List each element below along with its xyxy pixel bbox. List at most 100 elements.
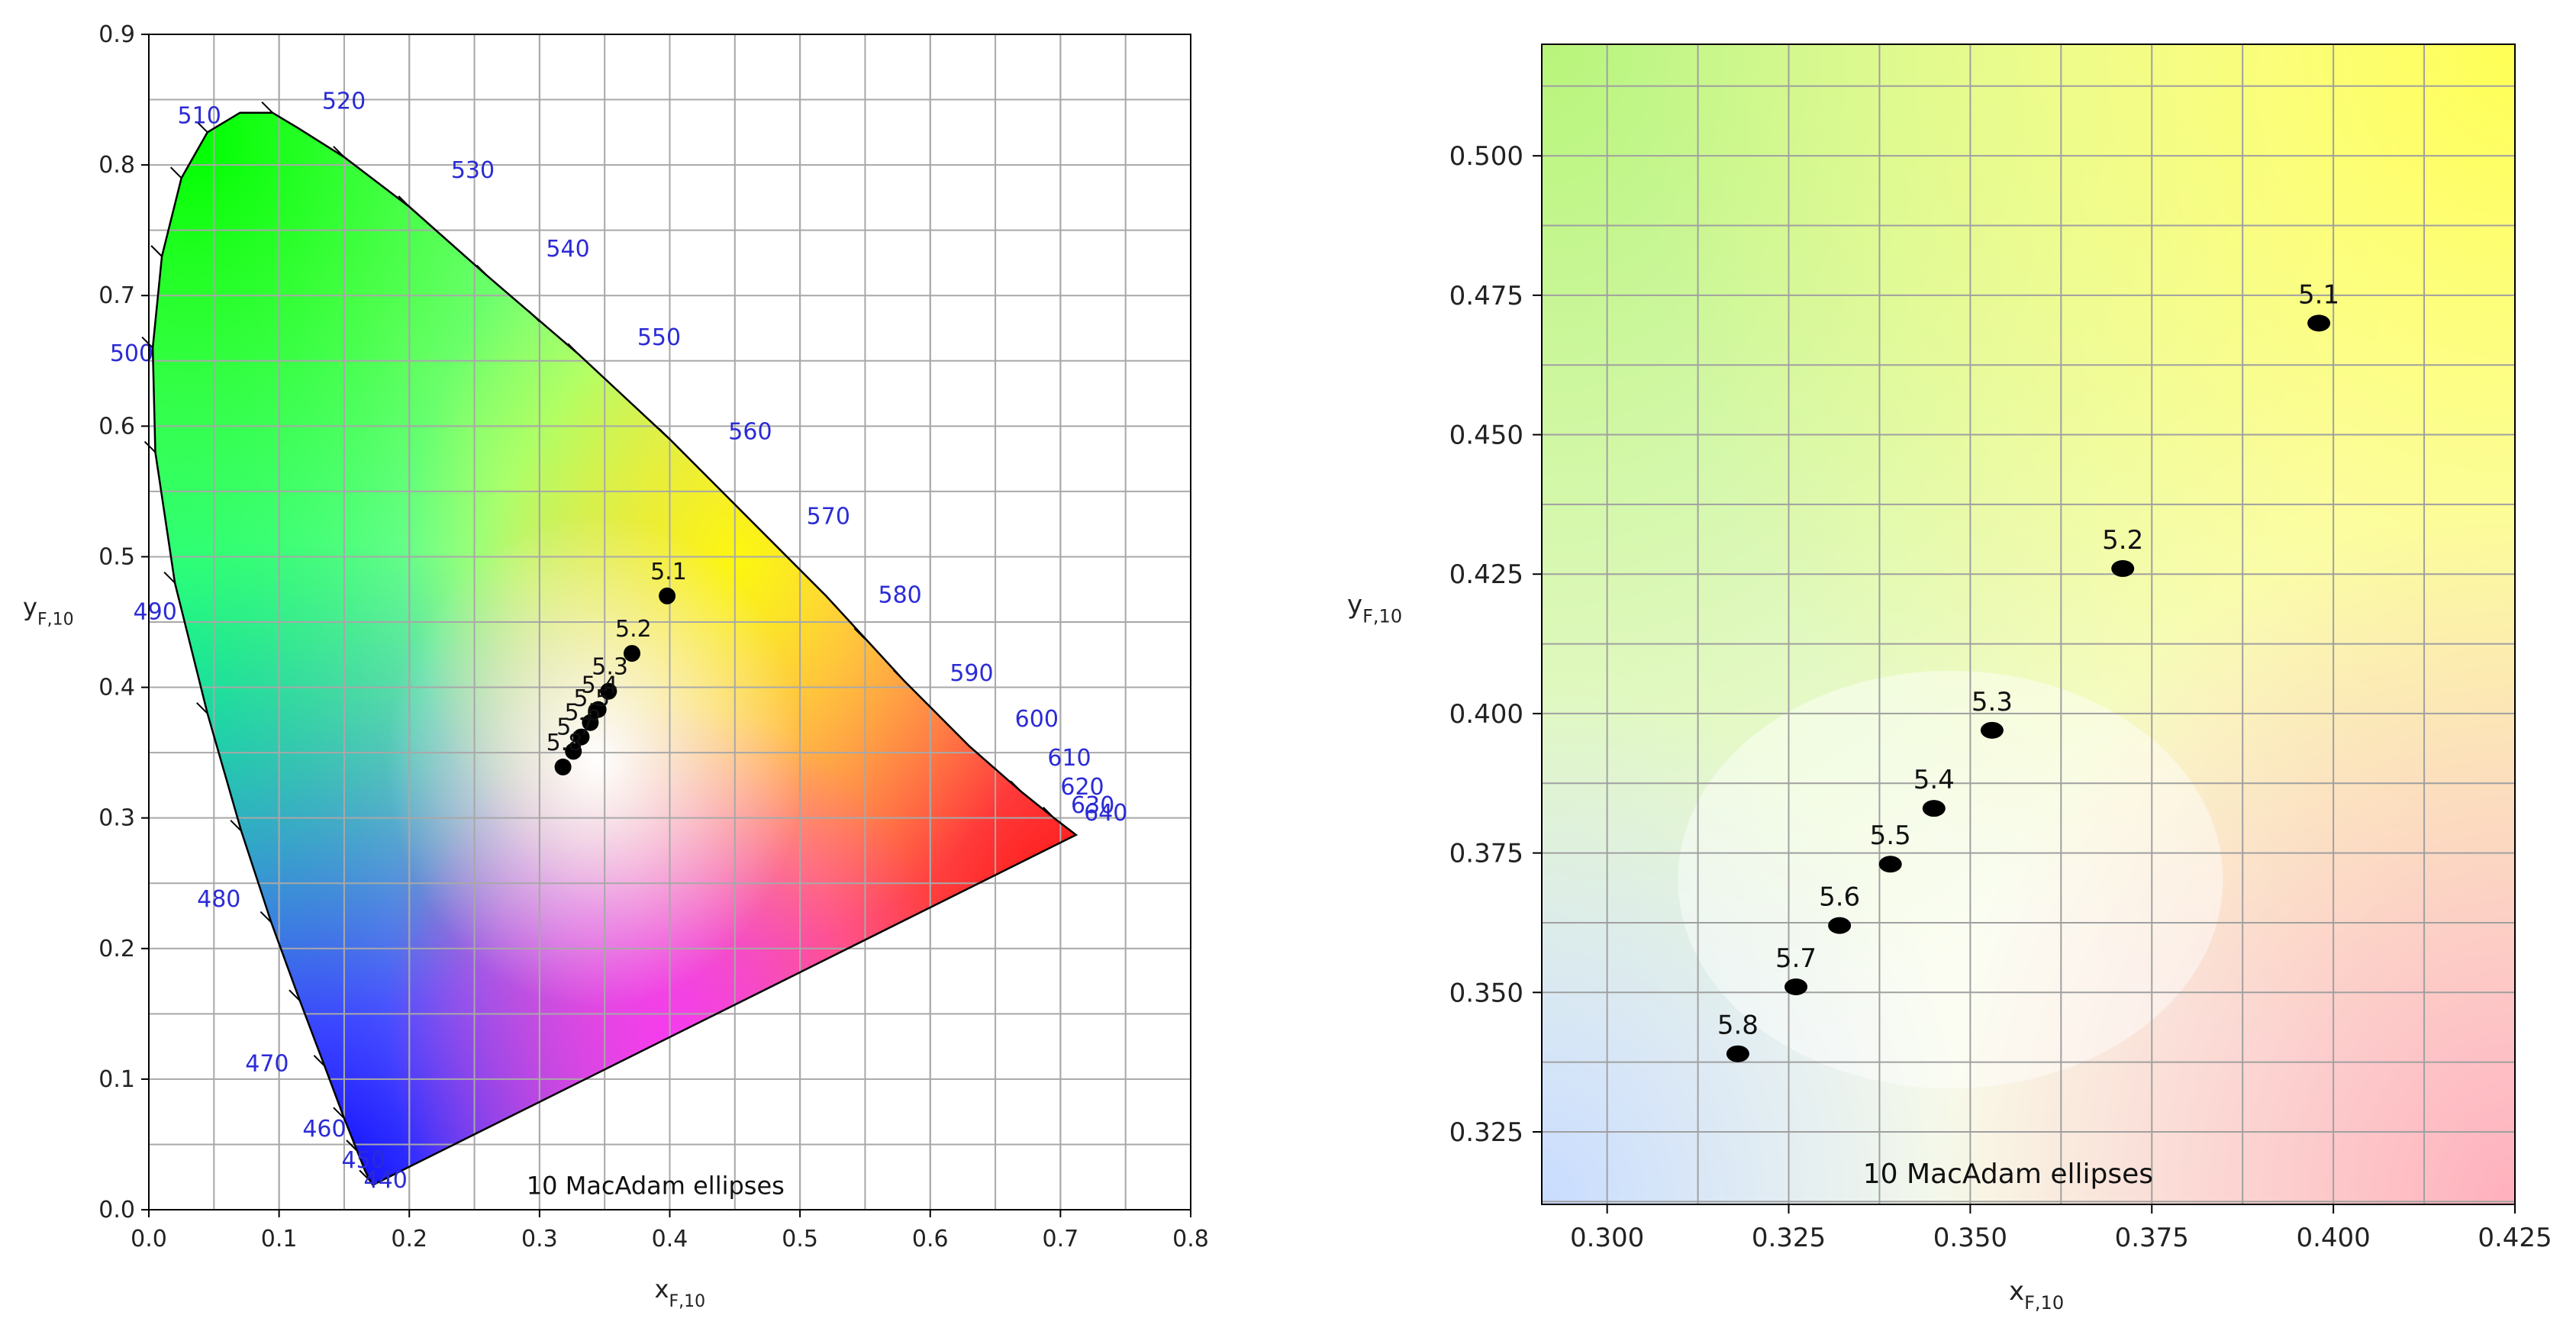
x-tick-label: 0.7	[1043, 1226, 1079, 1252]
data-point	[1878, 856, 1902, 873]
y-tick-label: 0.3	[98, 805, 135, 832]
wavelength-label: 590	[949, 660, 993, 687]
y-tick-label: 0.9	[98, 21, 135, 48]
y-axis-ticks: 0.325 0.350 0.375 0.400 0.425 0.450 0.475 0.500	[1449, 141, 1542, 1148]
annotation: 10 MacAdam ellipses	[527, 1171, 785, 1200]
data-point	[1980, 721, 2004, 739]
zoomed-diagram: 0.300 0.325 0.350 0.375 0.400 0.425 0.325 0.35…	[1347, 44, 2552, 1314]
data-point	[1726, 1045, 1749, 1062]
x-axis-ticks: 0.0 0.1 0.2 0.3 0.4 0.5 0.6 0.7 0.8	[131, 1210, 1209, 1252]
y-tick-label: 0.6	[98, 413, 135, 440]
data-point	[624, 645, 641, 662]
wavelength-label: 560	[728, 418, 772, 445]
x-tick-label: 0.350	[1933, 1223, 2007, 1253]
spectral-locus-fill	[153, 112, 1076, 1185]
data-point	[1922, 800, 1946, 817]
wavelength-label: 490	[134, 599, 177, 626]
data-point	[589, 701, 607, 718]
x-tick-label: 0.6	[912, 1226, 949, 1252]
wavelength-label: 470	[245, 1051, 289, 1078]
y-tick-label: 0.425	[1449, 559, 1523, 590]
data-point-label: 5.8	[1717, 1011, 1759, 1041]
data-point	[2307, 314, 2331, 332]
y-axis-label: yF,10	[1347, 589, 1402, 627]
x-tick-label: 0.0	[131, 1226, 167, 1252]
wavelength-label: 610	[1047, 745, 1091, 772]
data-point-label: 5.8	[546, 730, 583, 756]
y-tick-label: 0.400	[1449, 699, 1523, 730]
data-point-label: 5.1	[650, 559, 687, 585]
x-tick-label: 0.300	[1570, 1223, 1644, 1253]
data-point	[554, 758, 572, 775]
data-point	[1828, 917, 1852, 934]
data-point-label: 5.7	[556, 714, 593, 740]
y-tick-label: 0.7	[98, 282, 135, 309]
data-points: 5.15.25.35.45.55.65.75.8	[1717, 279, 2339, 1062]
x-axis-label: xF,10	[2009, 1276, 2064, 1314]
x-tick-label: 0.375	[2115, 1223, 2189, 1253]
y-tick-label: 0.0	[98, 1197, 135, 1223]
wavelength-label: 570	[807, 504, 850, 530]
y-tick-label: 0.450	[1449, 421, 1523, 451]
wavelength-label: 480	[197, 886, 240, 913]
annotation: 10 MacAdam ellipses	[1863, 1159, 2153, 1190]
wavelength-label: 620	[1060, 774, 1104, 801]
data-point	[659, 587, 676, 604]
wavelength-label: 510	[178, 102, 221, 129]
data-points: 5.1 5.2 5.35.45.55.65.75.8	[546, 559, 687, 775]
y-tick-label: 0.2	[98, 936, 135, 962]
x-tick-label: 0.5	[782, 1226, 818, 1252]
y-tick-label: 0.325	[1449, 1117, 1523, 1148]
x-tick-label: 0.425	[2478, 1223, 2552, 1253]
x-tick-label: 0.2	[391, 1226, 427, 1252]
data-point	[572, 728, 590, 746]
data-point	[582, 714, 599, 731]
spectral-locus-outline	[151, 111, 1078, 1187]
plot-frame	[1541, 44, 2516, 1205]
data-point	[600, 682, 617, 700]
wavelength-label: 500	[110, 340, 153, 367]
wavelength-label: 550	[637, 324, 681, 351]
wavelength-label: 520	[322, 89, 366, 115]
data-point	[1785, 978, 1808, 995]
data-point-label: 5.4	[1913, 765, 1955, 795]
x-tick-label: 0.4	[652, 1226, 688, 1252]
wavelength-label: 530	[451, 157, 495, 184]
data-point-label: 5.6	[1819, 882, 1860, 913]
data-point-label: 5.3	[592, 654, 628, 681]
wavelength-label: 580	[879, 582, 922, 608]
y-axis-ticks: 0.0 0.1 0.2 0.3 0.4 0.5 0.6 0.7 0.8 0.9	[98, 21, 149, 1223]
wavelength-label: 460	[302, 1116, 346, 1143]
y-tick-label: 0.5	[98, 543, 135, 570]
data-point-label: 5.1	[2298, 279, 2339, 310]
y-tick-label: 0.8	[98, 152, 135, 179]
x-tick-label: 0.325	[1752, 1223, 1826, 1253]
data-point-label: 5.7	[1775, 943, 1817, 974]
x-tick-label: 0.1	[261, 1226, 298, 1252]
x-axis-ticks: 0.300 0.325 0.350 0.375 0.400 0.425	[1570, 1204, 2552, 1253]
y-tick-label: 0.475	[1449, 281, 1523, 311]
data-point	[565, 743, 582, 760]
wavelength-label: 640	[1084, 800, 1127, 827]
data-point-label: 5.2	[615, 616, 652, 643]
data-point-label: 5.5	[1870, 820, 1911, 851]
wavelength-label: 540	[546, 236, 589, 263]
data-point-label: 5.6	[564, 700, 601, 727]
data-point-label: 5.4	[582, 672, 618, 699]
wavelength-label: 600	[1015, 706, 1059, 733]
wavelength-label: 630	[1071, 792, 1114, 819]
y-tick-label: 0.1	[98, 1066, 135, 1093]
x-tick-label: 0.3	[521, 1226, 558, 1252]
wavelength-label: 440	[364, 1167, 408, 1194]
x-tick-label: 0.400	[2296, 1223, 2370, 1253]
data-point	[2111, 559, 2135, 577]
data-point-label: 5.2	[2102, 525, 2143, 556]
x-axis-label: xF,10	[655, 1275, 706, 1311]
grid	[1542, 44, 2516, 1204]
wavelength-label: 450	[342, 1147, 385, 1174]
data-point-label: 5.5	[573, 685, 610, 712]
plot-background	[1542, 44, 2515, 1204]
